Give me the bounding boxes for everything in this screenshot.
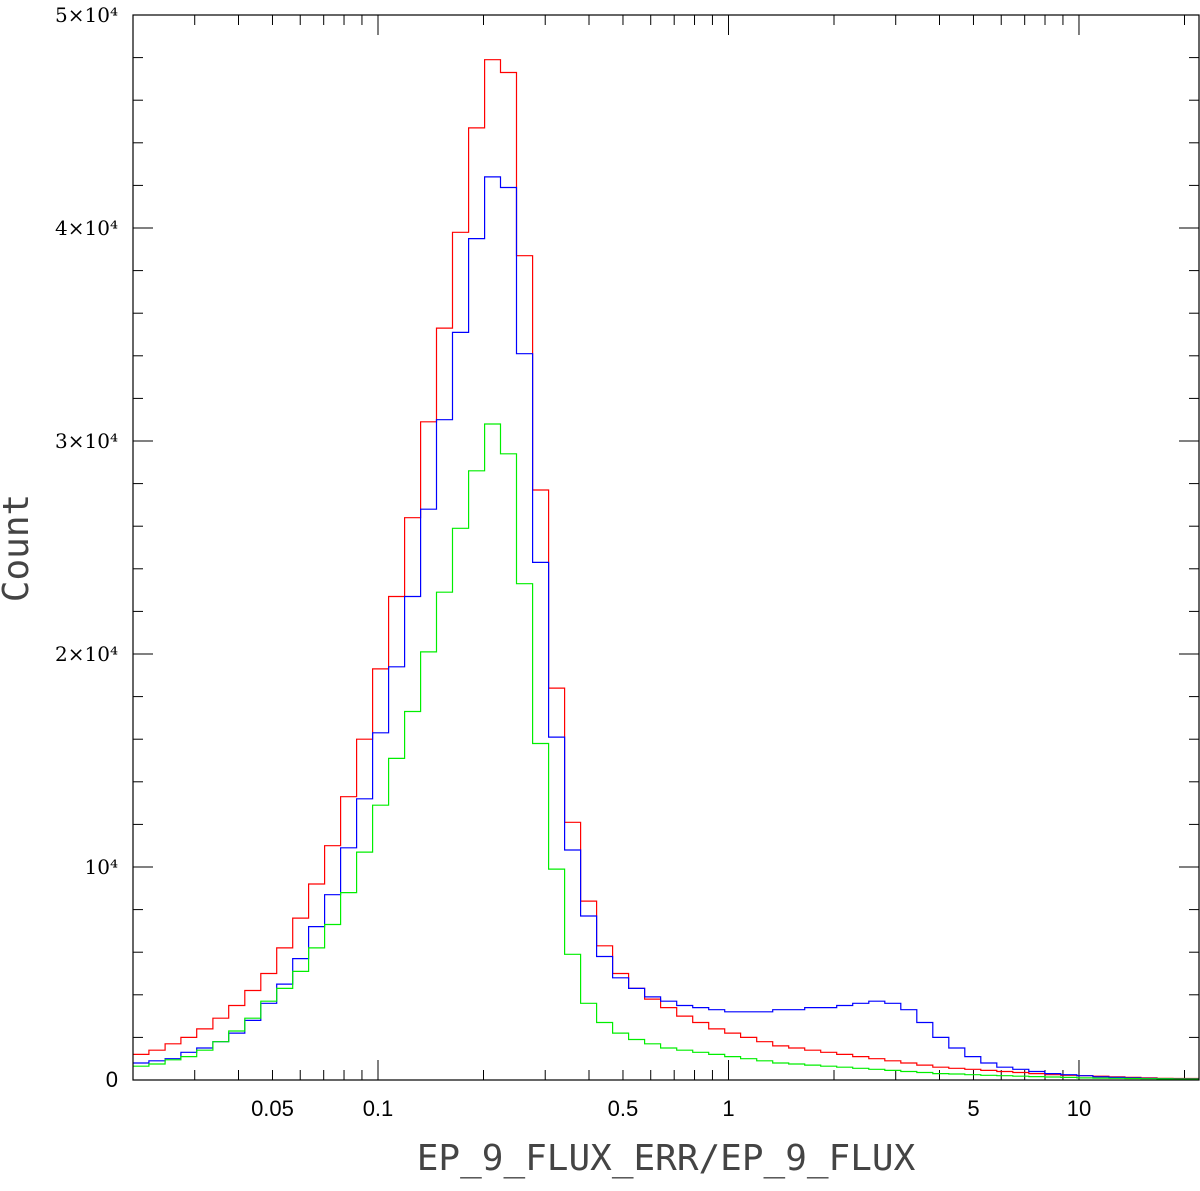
- y-tick-label: 10⁴: [85, 855, 118, 879]
- x-tick-label: 5: [967, 1096, 979, 1121]
- y-axis-title: Count: [0, 494, 37, 602]
- series-layer: [133, 59, 1199, 1080]
- y-tick-label: 2×10⁴: [55, 642, 118, 666]
- x-tick-label: 0.05: [251, 1096, 294, 1121]
- plot-frame: [132, 14, 1200, 1081]
- x-tick-label: 0.5: [608, 1096, 639, 1121]
- histogram-series-2: [133, 423, 1199, 1080]
- histogram-series-0: [133, 59, 1199, 1080]
- y-tick-label: 4×10⁴: [55, 216, 118, 240]
- x-tick-label: 0.1: [363, 1096, 394, 1121]
- y-tick-labels: 0 10⁴ 2×10⁴ 3×10⁴ 4×10⁴ 5×10⁴: [55, 3, 118, 1092]
- x-tick-labels: 0.05 0.1 0.5 1 5 10: [251, 1096, 1091, 1121]
- y-tick-label: 3×10⁴: [55, 429, 118, 453]
- y-tick-label: 0: [106, 1067, 118, 1092]
- x-tick-label: 10: [1067, 1096, 1091, 1121]
- x-axis-title: EP_9_FLUX_ERR/EP_9_FLUX: [417, 1138, 916, 1179]
- y-tick-label: 5×10⁴: [55, 3, 118, 27]
- axis-ticks: [132, 14, 1199, 1081]
- x-tick-label: 1: [722, 1096, 734, 1121]
